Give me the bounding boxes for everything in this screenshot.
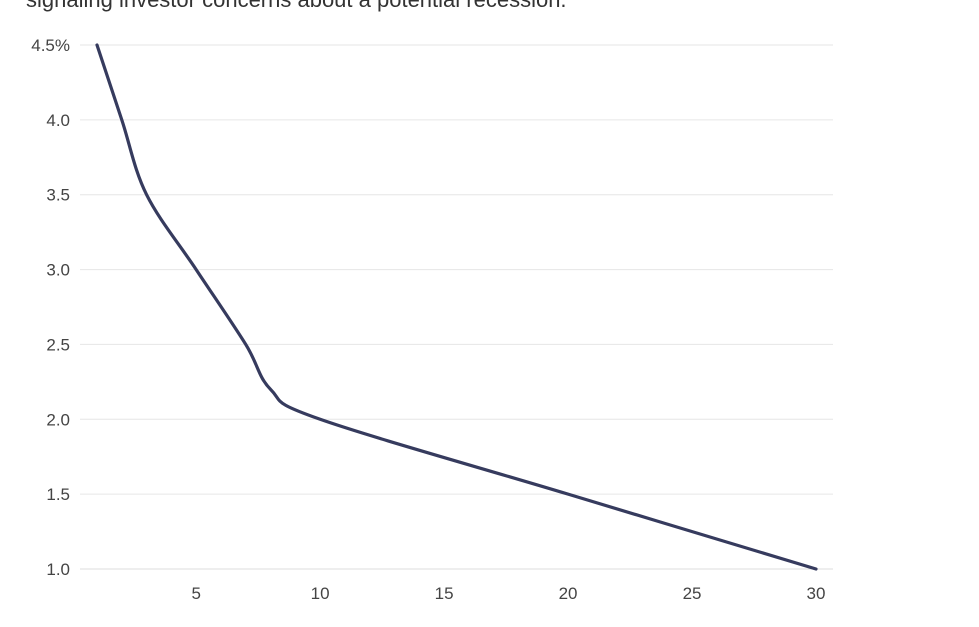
- series-line: [95, 43, 818, 571]
- gridlines: [80, 44, 833, 570]
- y-axis-ticks: 4.5% 4.0 3.5 3.0 2.5 2.0 1.5 1.0: [31, 36, 70, 579]
- y-tick-label: 3.0: [46, 261, 70, 280]
- y-tick-label: 1.0: [46, 560, 70, 579]
- y-tick-label: 3.5: [46, 186, 70, 205]
- x-tick-label: 5: [191, 584, 200, 603]
- x-tick-label: 25: [683, 584, 702, 603]
- y-tick-label: 2.0: [46, 410, 70, 429]
- y-tick-label: 1.5: [46, 485, 70, 504]
- y-tick-label: 2.5: [46, 335, 70, 354]
- x-tick-label: 30: [807, 584, 826, 603]
- series-group: [95, 43, 818, 571]
- chart-caption: signaling investor concerns about a pote…: [26, 0, 567, 13]
- x-tick-label: 15: [435, 584, 454, 603]
- x-tick-label: 10: [311, 584, 330, 603]
- x-tick-label: 20: [559, 584, 578, 603]
- y-tick-label: 4.5%: [31, 36, 70, 55]
- x-axis-ticks: 5 10 15 20 25 30: [191, 584, 825, 603]
- y-tick-label: 4.0: [46, 111, 70, 130]
